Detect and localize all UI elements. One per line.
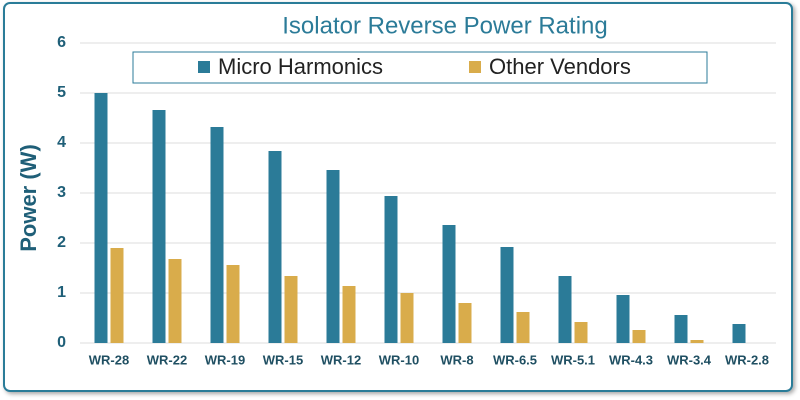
bar <box>442 225 456 343</box>
bar <box>574 322 588 343</box>
bar <box>632 330 646 343</box>
x-tick-label: WR-3.4 <box>667 352 712 367</box>
y-axis-label: Power (W) <box>16 144 41 252</box>
bar <box>210 127 224 343</box>
y-tick-label: 1 <box>57 284 66 301</box>
bar <box>110 248 124 343</box>
bar <box>226 265 240 343</box>
x-tick-label: WR-10 <box>379 352 419 367</box>
legend-swatch <box>469 61 481 73</box>
bar <box>268 151 282 343</box>
x-tick-label: WR-28 <box>89 352 129 367</box>
x-tick-label: WR-19 <box>205 352 245 367</box>
bar <box>690 340 704 343</box>
bar <box>516 312 530 343</box>
y-tick-label: 2 <box>57 234 66 251</box>
y-tick-label: 5 <box>57 84 66 101</box>
y-tick-label: 4 <box>57 134 66 151</box>
frame <box>3 2 793 392</box>
x-tick-label: WR-6.5 <box>493 352 537 367</box>
bar <box>342 286 356 343</box>
y-tick-label: 0 <box>57 334 66 351</box>
bar <box>674 315 688 343</box>
legend-label: Other Vendors <box>489 54 631 79</box>
x-tick-label: WR-2.8 <box>725 352 769 367</box>
legend-swatch <box>198 61 210 73</box>
legend-label: Micro Harmonics <box>218 54 383 79</box>
bar <box>284 276 298 343</box>
y-tick-label: 3 <box>57 184 66 201</box>
bar <box>384 196 398 343</box>
y-tick-label: 6 <box>57 34 66 51</box>
bar <box>94 93 108 343</box>
bar <box>168 259 182 343</box>
bar <box>732 324 746 343</box>
x-tick-label: WR-8 <box>440 352 473 367</box>
legend <box>132 51 708 84</box>
x-tick-label: WR-15 <box>263 352 303 367</box>
bar <box>616 295 630 343</box>
bar <box>458 303 472 343</box>
x-tick-label: WR-5.1 <box>551 352 595 367</box>
x-tick-label: WR-22 <box>147 352 187 367</box>
x-tick-label: WR-12 <box>321 352 361 367</box>
bar <box>326 170 340 343</box>
bar <box>500 247 514 343</box>
bar <box>558 276 572 343</box>
chart-title: Isolator Reverse Power Rating <box>282 12 607 39</box>
x-tick-label: WR-4.3 <box>609 352 653 367</box>
bar <box>152 110 166 343</box>
bar <box>400 293 414 343</box>
